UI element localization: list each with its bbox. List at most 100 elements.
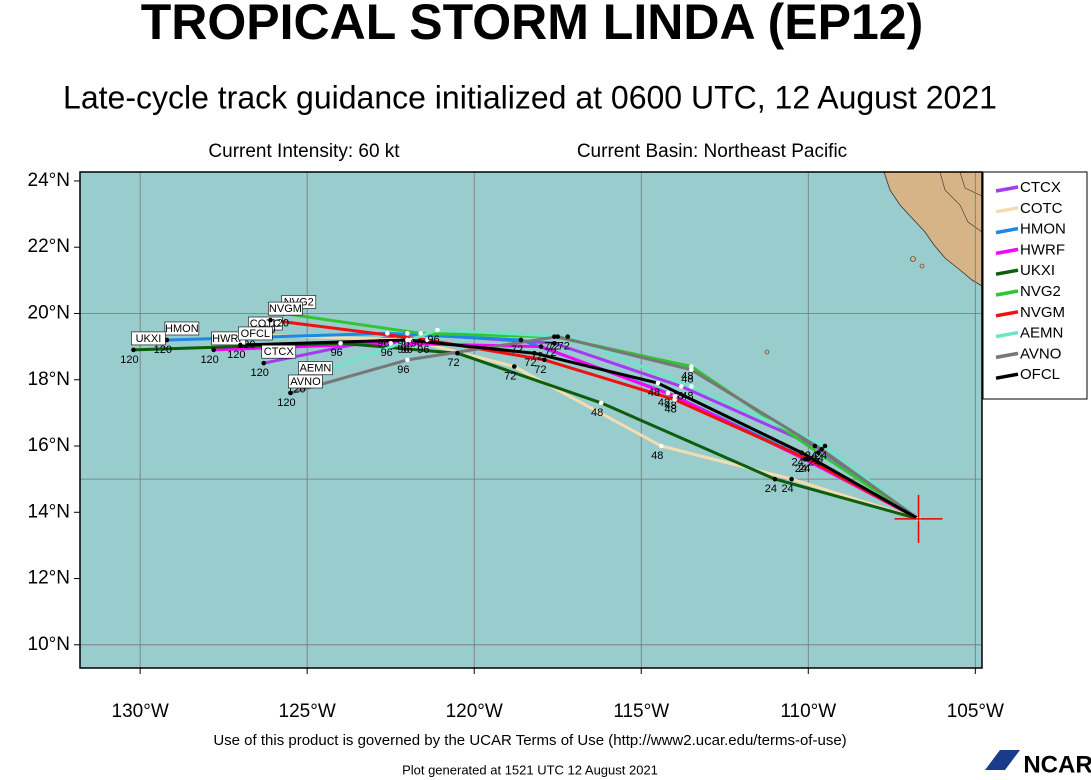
track-point xyxy=(772,476,778,482)
track-point xyxy=(408,337,414,343)
hour-label: 48 xyxy=(665,400,677,412)
hour-label: 72 xyxy=(548,341,560,353)
model-tag-box xyxy=(288,374,323,389)
model-tag: CTCX xyxy=(264,346,295,358)
track-point xyxy=(552,334,557,339)
model-tag-box xyxy=(164,321,200,336)
legend-label: AVNO xyxy=(1020,345,1061,362)
model-tag: AEMN xyxy=(300,363,332,375)
track-point xyxy=(552,340,557,346)
legend-label: NVGM xyxy=(1020,304,1065,321)
track-point xyxy=(679,384,684,389)
track-line xyxy=(290,335,920,521)
model-tag-box xyxy=(238,326,273,341)
track-point xyxy=(672,394,677,399)
legend-swatch xyxy=(995,185,1019,193)
y-tick-label: 22°N xyxy=(28,236,70,257)
hour-label: 96 xyxy=(427,334,439,346)
hour-label: 48 xyxy=(665,404,677,416)
hour-label: 72 xyxy=(544,347,556,359)
hour-label: 24 xyxy=(798,463,810,475)
y-tick-label: 14°N xyxy=(28,501,70,522)
track-point xyxy=(518,337,524,343)
track-point xyxy=(658,443,664,449)
hour-label: 120 xyxy=(227,349,245,361)
track-point xyxy=(405,337,410,343)
logo-mark xyxy=(985,750,1020,770)
basin: Current Basin: Northeast Pacific xyxy=(577,141,847,162)
track-point xyxy=(816,450,821,455)
track-point xyxy=(405,357,410,363)
hour-label: 72 xyxy=(558,341,570,353)
hour-label: 120 xyxy=(271,317,289,329)
legend-swatch xyxy=(995,351,1019,360)
track-point xyxy=(211,347,216,353)
track-point xyxy=(538,344,544,349)
hour-label: 120 xyxy=(251,367,269,379)
x-tick-label: 105°W xyxy=(947,701,1004,722)
track-line xyxy=(299,328,920,521)
track-point xyxy=(388,340,393,346)
track-point xyxy=(238,342,243,348)
model-tag: HMON xyxy=(165,323,199,335)
island xyxy=(764,349,770,355)
chart-subtitle: Late-cycle track guidance initialized at… xyxy=(63,79,997,115)
hour-label: 96 xyxy=(377,337,389,349)
legend-label: OFCL xyxy=(1020,366,1060,383)
model-tag: OFCL xyxy=(241,328,270,340)
track-point xyxy=(655,380,661,386)
hour-label: 24 xyxy=(795,463,807,475)
hour-label: 24 xyxy=(791,457,803,469)
track-point xyxy=(385,331,390,336)
plot-frame xyxy=(79,171,983,669)
y-tick-label: 16°N xyxy=(28,435,70,456)
hour-label: 48 xyxy=(681,390,693,402)
legend-swatch xyxy=(995,310,1019,318)
island xyxy=(910,256,916,262)
model-tag: HWRF xyxy=(212,333,245,345)
hour-label: 24 xyxy=(815,450,827,462)
hour-label: 24 xyxy=(812,453,824,465)
ocean xyxy=(80,172,982,668)
track-point xyxy=(405,331,410,336)
hour-label: 120 xyxy=(200,354,218,366)
x-tick-label: 125°W xyxy=(279,701,336,722)
hour-label: 72 xyxy=(511,344,523,356)
plot-layer: 24487296120CTCX24487296120COTC2448729612… xyxy=(80,172,982,668)
track-point xyxy=(435,327,440,333)
model-tag-box xyxy=(261,344,297,359)
x-tick-label: 110°W xyxy=(780,701,836,722)
model-tag-box xyxy=(268,301,303,316)
hour-label: 24 xyxy=(781,483,793,495)
logo: NCAR xyxy=(1023,751,1091,778)
track-line xyxy=(250,333,919,521)
hour-label: 96 xyxy=(397,344,409,356)
hour-label: 48 xyxy=(681,370,693,382)
legend-label: COTC xyxy=(1020,200,1063,217)
hour-label: 120 xyxy=(120,354,138,366)
legend-label: AEMN xyxy=(1020,325,1063,342)
legend-swatch xyxy=(995,206,1019,214)
hour-label: 72 xyxy=(504,370,516,382)
track-point xyxy=(822,443,828,449)
track-point xyxy=(802,456,808,462)
model-tag: AVNO xyxy=(290,376,321,388)
x-tick-label: 130°W xyxy=(112,701,169,722)
x-tick-label: 120°W xyxy=(446,701,503,722)
hour-label: 24 xyxy=(765,483,777,495)
track-point xyxy=(819,447,824,452)
hour-label: 72 xyxy=(544,341,556,353)
hour-label: 96 xyxy=(381,347,393,359)
hour-label: 72 xyxy=(447,357,459,369)
generated: Plot generated at 1521 UTC 12 August 202… xyxy=(402,762,658,777)
legend-label: HMON xyxy=(1020,221,1066,238)
hour-label: 120 xyxy=(154,344,172,356)
track-point xyxy=(261,360,267,366)
track-point xyxy=(418,331,424,336)
hour-label: 72 xyxy=(534,364,546,376)
track-point xyxy=(789,476,794,482)
model-tag: UKXI xyxy=(136,333,162,345)
track-point xyxy=(542,357,547,363)
hour-label: 48 xyxy=(651,450,663,462)
